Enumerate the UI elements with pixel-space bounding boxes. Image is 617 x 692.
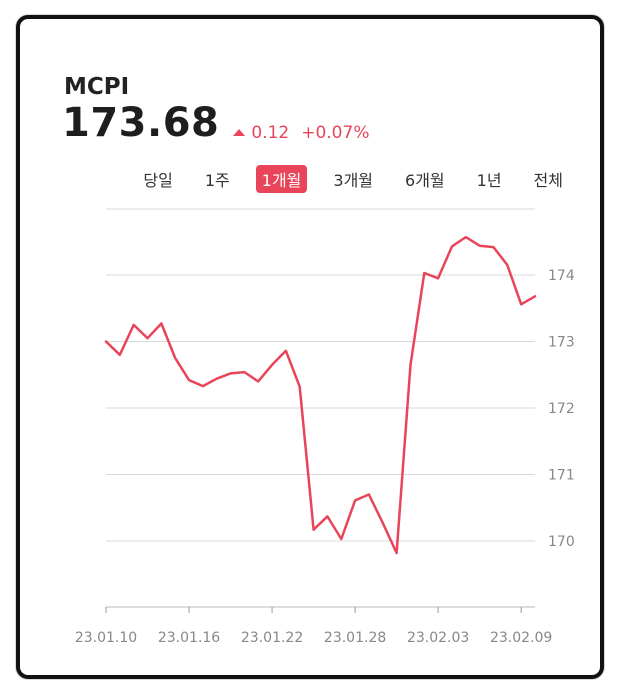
- y-tick-label: 174: [548, 268, 575, 284]
- tab-day[interactable]: 당일: [143, 171, 173, 190]
- y-tick-label: 171: [548, 468, 575, 484]
- x-tick-label: 23.01.16: [158, 630, 220, 646]
- y-tick-label: 172: [548, 401, 575, 417]
- x-tick-label: 23.01.10: [75, 630, 137, 646]
- change-percent: +0.07%: [301, 122, 370, 143]
- tab-6month[interactable]: 6개월: [405, 171, 445, 190]
- period-tabs: 당일 1주 1개월 3개월 6개월 1년 전체: [117, 165, 569, 193]
- tab-1week[interactable]: 1주: [204, 171, 230, 190]
- current-price: 173.68: [62, 100, 220, 146]
- x-tick-label: 23.02.09: [490, 630, 552, 646]
- tab-all[interactable]: 전체: [533, 171, 563, 190]
- tab-1year[interactable]: 1년: [476, 171, 502, 190]
- y-tick-label: 173: [548, 335, 575, 351]
- y-tick-label: 170: [548, 534, 575, 550]
- ticker-symbol: MCPI: [64, 74, 130, 100]
- price-row: 173.68 0.12 +0.07%: [62, 100, 369, 146]
- series-line: [104, 235, 537, 555]
- x-tick-label: 23.02.03: [407, 630, 469, 646]
- change-value: 0.12: [251, 122, 290, 143]
- tab-3month[interactable]: 3개월: [333, 171, 374, 190]
- chart-card: [16, 15, 604, 679]
- price-change: 0.12 +0.07%: [233, 123, 369, 143]
- x-tick-label: 23.01.22: [241, 630, 303, 646]
- x-tick-label: 23.01.28: [324, 630, 386, 646]
- triangle-up-icon: [233, 129, 246, 136]
- tab-1month[interactable]: 1개월: [255, 165, 308, 193]
